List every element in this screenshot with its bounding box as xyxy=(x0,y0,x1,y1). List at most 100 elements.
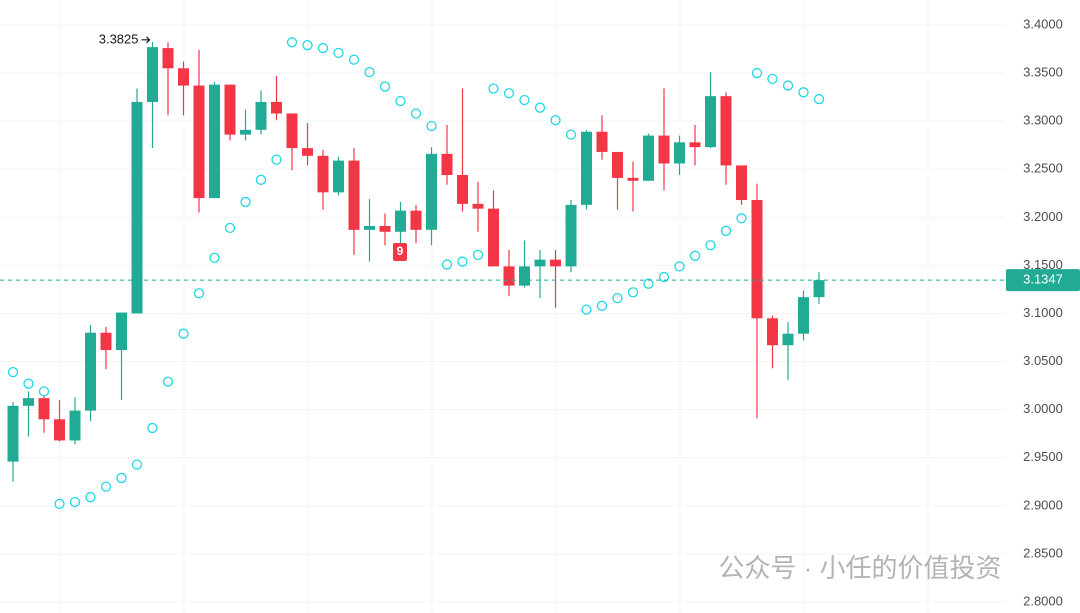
candle-body xyxy=(286,113,298,149)
sar-dot xyxy=(7,367,19,378)
candle-body xyxy=(364,225,375,230)
candle-body xyxy=(519,266,530,286)
sar-dot xyxy=(23,378,34,389)
candle-body xyxy=(472,203,484,209)
candle-body xyxy=(255,101,267,130)
candle-body xyxy=(116,312,127,351)
sar-dot xyxy=(162,376,174,387)
candle-body xyxy=(581,131,592,205)
candle-body xyxy=(85,332,96,411)
candle-body xyxy=(689,142,701,148)
candle-body xyxy=(178,68,189,86)
sar-dot xyxy=(689,250,701,261)
sar-dot xyxy=(627,287,639,298)
sar-dot xyxy=(395,95,406,107)
sar-dot xyxy=(519,94,530,106)
grid xyxy=(0,0,1005,613)
sar-dot xyxy=(720,225,732,236)
y-tick-label: 3.2500 xyxy=(1023,161,1063,176)
sar-dot xyxy=(147,422,158,434)
y-tick-label: 3.4000 xyxy=(1023,16,1063,31)
sar-dot xyxy=(317,42,329,54)
sar-dot xyxy=(348,54,360,65)
candle-body xyxy=(705,96,716,148)
sar-dot xyxy=(798,87,809,98)
high-arrow xyxy=(141,36,151,44)
candle-body xyxy=(503,266,515,286)
y-tick-label: 3.0000 xyxy=(1023,401,1063,416)
sar-dot xyxy=(100,481,112,492)
sar-dot xyxy=(193,288,205,299)
sar-dot xyxy=(302,40,313,51)
sar-dot xyxy=(209,252,220,263)
signal-marker xyxy=(393,243,407,261)
y-tick-label: 2.9000 xyxy=(1023,497,1063,512)
sar-dot xyxy=(705,240,716,251)
candle-body xyxy=(457,175,468,204)
price-axis: 2.8000 2.8500 2.9000 2.9500 3.0000 3.0500 3.10… xyxy=(1006,16,1080,608)
candle-body xyxy=(224,84,236,135)
y-tick-label: 3.1000 xyxy=(1023,305,1063,320)
y-tick-label: 3.3000 xyxy=(1023,113,1063,128)
candle-body xyxy=(767,318,778,346)
sar-dot xyxy=(581,304,592,315)
sar-dot xyxy=(457,256,468,267)
candle-body xyxy=(720,96,732,166)
sar-dot xyxy=(255,174,267,185)
y-tick-label: 2.9500 xyxy=(1023,449,1063,464)
candle-body xyxy=(410,210,422,230)
candle-body xyxy=(38,398,50,420)
sar-dot xyxy=(596,300,608,311)
candle-body xyxy=(209,84,220,199)
sar-dot xyxy=(286,37,298,48)
y-tick-label: 3.3500 xyxy=(1023,65,1063,80)
sar-dot xyxy=(441,259,453,270)
candle-body xyxy=(612,151,623,178)
candle-body xyxy=(534,259,546,267)
sar-dot xyxy=(426,120,437,132)
sar-dot xyxy=(178,328,189,339)
candle-body xyxy=(658,135,670,164)
candle-body xyxy=(379,225,391,232)
candle-body xyxy=(426,153,437,230)
candle-body xyxy=(798,297,809,334)
candle-body xyxy=(674,142,685,164)
candle-body xyxy=(627,177,639,181)
sar-dot xyxy=(488,83,499,94)
sar-dot xyxy=(333,47,344,59)
candle-body xyxy=(488,208,499,267)
candle-body xyxy=(596,131,608,152)
sar-dot xyxy=(550,115,561,126)
candle-body xyxy=(271,101,282,114)
y-tick-label: 2.8500 xyxy=(1023,545,1063,560)
sar-dot xyxy=(240,196,251,208)
sar-dot xyxy=(38,386,50,397)
sar-dot xyxy=(782,80,794,91)
candle-body xyxy=(302,148,313,156)
sar-dot xyxy=(643,278,654,289)
candle-body xyxy=(643,135,654,181)
y-tick-label: 3.1500 xyxy=(1023,257,1063,272)
sar-dot xyxy=(674,261,685,272)
sar-dot xyxy=(410,108,422,119)
marks: 3.3825 xyxy=(0,31,1005,510)
signal-label-bg-text: 9 xyxy=(397,244,404,258)
candle-body xyxy=(7,405,19,462)
sar-dot xyxy=(224,222,236,234)
candle-body xyxy=(565,204,577,267)
sar-dot xyxy=(767,73,778,85)
candle-body xyxy=(736,165,747,201)
sar-dot xyxy=(116,472,127,484)
sar-dot xyxy=(736,213,747,224)
candle-body xyxy=(147,47,158,102)
watermark: 公众号 · 小任的价值投资 xyxy=(718,553,1001,583)
candle-body xyxy=(69,410,81,441)
sar-dot xyxy=(54,498,65,510)
sar-dot xyxy=(503,88,515,99)
sar-dot xyxy=(751,67,763,79)
sar-dot xyxy=(364,66,375,78)
sar-dot xyxy=(131,459,143,470)
last-price-box xyxy=(1006,269,1080,292)
